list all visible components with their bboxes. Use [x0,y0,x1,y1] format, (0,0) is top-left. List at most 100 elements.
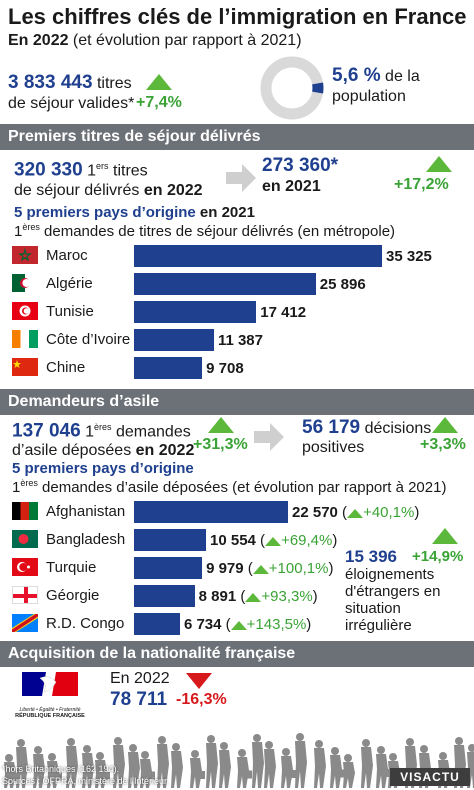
top5-asile-title: 5 premiers pays d’origine [12,460,194,477]
chart2-change-label: +40,1% [363,504,415,521]
page-subtitle: En 2022 (et évolution par rapport à 2021… [8,32,302,50]
silhouette-head [315,740,323,748]
silhouette-head [406,738,414,746]
ivory-coast-flag-icon [12,330,38,348]
silhouette-head [129,744,137,752]
chart2-category: Bangladesh [46,531,126,548]
decisions-block: 56 179 décisions positives [302,418,431,457]
titres-2021-label: en 2021 [262,178,321,195]
page-title: Les chiffres clés de l’immigration en Fr… [8,4,467,29]
silhouette-body [128,752,140,788]
silhouette-bag [13,773,19,781]
silhouette-bag [339,769,345,778]
silhouette-head [172,743,180,751]
morocco-flag-icon [12,246,38,264]
chart1-row: Maroc [0,242,474,270]
asile-l2a: d’asile déposées [12,442,136,460]
population-label1: de la [385,68,420,85]
silhouette-head [439,752,447,760]
eloignements-l1: éloignements [345,566,435,583]
silhouette-body [171,751,183,788]
chart2-bar [134,557,203,579]
asile-l1a: 1 [85,423,95,441]
chart1-value-label: 17 412 [260,304,307,321]
up-arrow-icon [432,417,458,433]
chart2-bar [134,585,195,607]
population-block: 5,6 % de la population [332,66,420,107]
silhouette-body [237,757,249,788]
titres-2022-sup: ers [96,161,109,171]
silhouette-head [34,746,42,754]
chart1-bar [134,273,316,295]
chart2-row: Turquie [0,554,474,582]
silhouette-body [330,755,342,788]
chart2-value-label: 9 979 (+100,1%) [206,560,334,577]
up-arrow-icon [432,528,458,544]
silhouette-head [220,742,228,750]
logo-motto: Liberté • Égalité • Fraternité [19,707,81,713]
silhouette-head [420,745,428,753]
logo-republique: RÉPUBLIQUE FRANÇAISE [15,713,85,719]
up-arrow-icon [265,536,282,546]
chart2-row: Afghanistan [0,498,474,526]
section-titres-band: Premiers titres de séjour délivrés [0,124,474,150]
silhouette-body [361,747,373,788]
silhouette-head [253,734,261,742]
silhouette-body [82,753,94,788]
nationalite-change: -16,3% [176,691,227,708]
eloignements-l4: irrégulière [345,617,412,634]
titres-2022-l1a: 1 [87,162,97,180]
titres-2022-block: 320 330 1ers titres de séjour délivrés e… [14,156,203,201]
titres-change-2022: +17,2% [394,176,449,193]
top5-asile-desc: 1ères demandes d’asile déposées (et évol… [12,478,446,496]
chart2-bar [134,501,288,523]
eloignements-l2: d'étrangers en [345,583,441,600]
titres-2021-block: 273 360* en 2021 [262,156,338,197]
silhouette-bag [56,772,62,781]
up-arrow-icon [426,156,452,172]
decisions-change: +3,3% [420,436,466,453]
top5-titres-title-b: en 2021 [195,204,255,221]
silhouette-body [314,748,326,788]
up-arrow-icon [252,564,269,574]
silhouette-body [140,759,152,788]
silhouette-body [190,758,202,788]
population-pct: 5,6 % [332,65,381,86]
silhouette-body [376,754,388,788]
top5-titres-desc-b: demandes de titres de séjour délivrés (e… [39,223,396,240]
titres-2022-value: 320 330 [14,159,83,181]
decisions-l2: positives [302,439,365,456]
silhouette-head [83,745,91,753]
chart2-bar [134,613,180,635]
asile-l1b: demandes [111,423,191,441]
silhouette-body [264,749,276,788]
chart2-value-label: 10 554 (+69,4%) [210,532,338,549]
migrants-silhouette-illustration [0,722,474,790]
silhouette-head [296,733,304,741]
silhouette-body [16,747,28,788]
chart2-change-label: +100,1% [268,560,329,577]
republique-logo: Liberté • Égalité • Fraternité RÉPUBLIQU… [12,672,88,719]
eloignements-l3: situation [345,600,401,617]
silhouette-head [362,739,370,747]
silhouette-head [455,737,463,745]
nationalite-year: En 2022 [110,670,170,687]
drc-flag-icon [12,614,38,632]
top5-titres-desc: 1ères demandes de titres de séjour déliv… [14,222,395,240]
asile-sup: ères [94,422,112,432]
silhouette-head [191,750,199,758]
eloignements-value: 15 396 [345,547,397,566]
china-flag-icon [12,358,38,376]
subtitle-rest: (et évolution par rapport à 2021) [68,32,302,49]
silhouette-body [219,750,231,788]
georgia-flag-icon [12,586,38,604]
chart1-row: Algérie [0,270,474,298]
silhouette-head [389,753,397,761]
chart2-row: R.D. Congo [0,610,474,638]
asile-change: +31,3% [193,436,248,453]
top5-titres-title-a: 5 premiers pays d’origine [14,204,196,221]
chart2-change-label: +93,3% [261,588,313,605]
donut-track [260,56,324,120]
chart2-row: Géorgie [0,582,474,610]
chart2-category: Afghanistan [46,503,126,520]
